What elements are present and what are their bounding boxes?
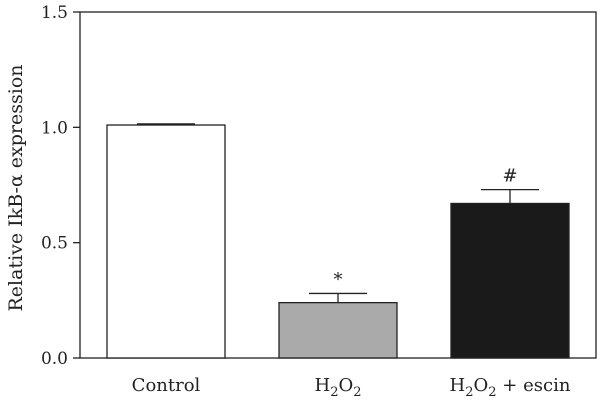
- bar: [278, 301, 398, 359]
- x-category-label: H2O2: [314, 375, 361, 400]
- bar: [450, 202, 570, 359]
- x-axis-labels: Control H2O2 H2O2 + escin: [132, 375, 571, 400]
- y-tick-label: 1.5: [41, 3, 68, 23]
- significance-marker: #: [502, 166, 517, 187]
- y-axis: 0.0 0.5 1.0 1.5: [41, 3, 80, 369]
- x-category-label: H2O2 + escin: [450, 375, 571, 400]
- y-tick-label: 0.5: [41, 234, 68, 254]
- x-category-label: Control: [132, 375, 201, 396]
- y-tick-label: 1.0: [41, 118, 68, 138]
- bars: *#: [106, 123, 570, 359]
- y-axis-title: Relative IkB-α expression: [5, 64, 27, 311]
- significance-marker: *: [334, 269, 343, 290]
- bar: [106, 124, 226, 359]
- y-tick-label: 0.0: [41, 349, 68, 369]
